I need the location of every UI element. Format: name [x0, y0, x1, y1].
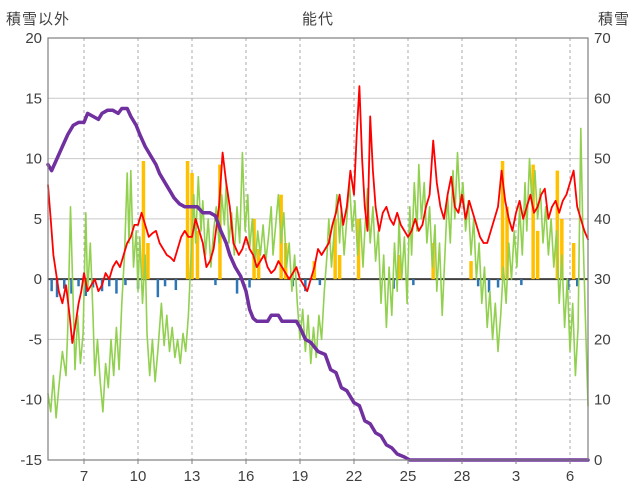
x-tick-label: 10	[130, 468, 147, 485]
orange-bars	[333, 218, 337, 280]
blue-bars	[50, 279, 53, 292]
blue-bars	[318, 279, 322, 286]
right-tick-label: 40	[594, 211, 611, 228]
right-tick-label: 30	[594, 271, 611, 288]
blue-bars	[108, 279, 111, 287]
orange-bars	[500, 161, 505, 280]
right-tick-label: 0	[594, 452, 602, 469]
chart-title: 能代	[301, 11, 334, 28]
right-tick-label: 70	[594, 30, 611, 47]
x-tick-label: 6	[566, 468, 574, 485]
left-axis-title: 積雪以外	[6, 11, 71, 28]
orange-bars	[560, 218, 564, 280]
right-tick-label: 50	[594, 151, 611, 168]
blue-bars	[248, 279, 251, 288]
blue-bars	[156, 279, 160, 298]
x-tick-label: 7	[80, 468, 88, 485]
blue-bars	[487, 279, 491, 293]
blue-bars	[115, 279, 118, 294]
left-tick-label: -10	[20, 392, 42, 409]
left-tick-label: 5	[34, 211, 42, 228]
x-tick-label: 13	[184, 468, 201, 485]
x-tick-label: 16	[238, 468, 255, 485]
orange-bars	[397, 255, 401, 280]
x-tick-label: 19	[292, 468, 309, 485]
orange-bars	[505, 206, 509, 280]
orange-bars	[531, 164, 535, 280]
blue-bars	[520, 279, 523, 286]
orange-bars	[469, 261, 473, 280]
orange-bars	[571, 243, 576, 280]
blue-bars	[235, 279, 239, 294]
x-tick-label: 28	[454, 468, 471, 485]
left-tick-label: 20	[25, 30, 42, 47]
left-tick-label: 15	[25, 90, 42, 107]
right-tick-label: 10	[594, 392, 611, 409]
orange-bars	[146, 243, 150, 280]
x-tick-label: 22	[346, 468, 363, 485]
blue-bars	[163, 279, 167, 287]
right-tick-label: 60	[594, 90, 611, 107]
blue-bars	[304, 279, 307, 292]
orange-bars	[535, 230, 540, 280]
blue-bars	[476, 279, 480, 287]
blue-bars	[496, 279, 500, 288]
orange-bars	[555, 170, 560, 280]
left-tick-label: -15	[20, 452, 42, 469]
x-tick-label: 3	[512, 468, 520, 485]
blue-bars	[70, 279, 73, 294]
right-axis-title: 積雪	[597, 11, 630, 28]
orange-bars	[337, 255, 342, 280]
orange-bars	[195, 230, 200, 280]
left-tick-label: -5	[29, 331, 42, 348]
right-tick-label: 20	[594, 331, 611, 348]
plot-frame	[47, 37, 589, 461]
blue-bars	[63, 279, 66, 289]
blue-bars	[84, 279, 87, 296]
blue-bars	[412, 279, 415, 286]
blue-bars	[576, 279, 579, 287]
blue-bars	[124, 279, 127, 286]
purple-line	[46, 106, 590, 462]
red-line	[47, 85, 589, 344]
blue-bars	[214, 279, 217, 286]
blue-bars	[174, 279, 178, 290]
left-tick-label: 0	[34, 271, 42, 288]
orange-bars	[185, 161, 190, 280]
blue-bars	[55, 279, 59, 298]
green-line	[47, 127, 589, 419]
x-tick-label: 25	[400, 468, 417, 485]
blue-bars	[77, 279, 80, 287]
left-tick-label: 10	[25, 151, 42, 168]
